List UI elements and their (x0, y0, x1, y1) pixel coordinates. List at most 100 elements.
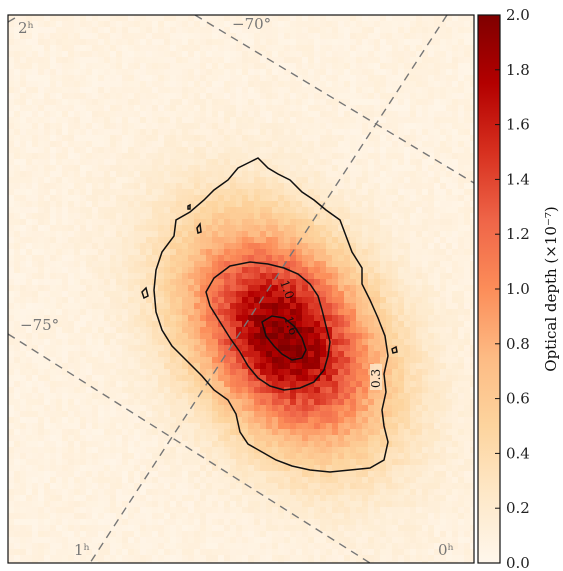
heatmap-cell (8, 189, 15, 196)
heatmap-cell (62, 27, 69, 34)
heatmap-cell (362, 75, 369, 82)
heatmap-cell (128, 99, 135, 106)
heatmap-cell (368, 339, 375, 346)
heatmap-cell (272, 51, 279, 58)
heatmap-cell (404, 15, 411, 22)
heatmap-cell (248, 315, 255, 322)
heatmap-cell (110, 201, 117, 208)
heatmap-cell (212, 255, 219, 262)
heatmap-cell (182, 351, 189, 358)
heatmap-cell (440, 63, 447, 70)
heatmap-cell (236, 189, 243, 196)
heatmap-cell (326, 219, 333, 226)
heatmap-cell (314, 195, 321, 202)
heatmap-cell (470, 123, 474, 130)
heatmap-cell (116, 351, 123, 358)
heatmap-cell (398, 111, 405, 118)
heatmap-cell (134, 105, 141, 112)
heatmap-cell (302, 111, 309, 118)
heatmap-cell (68, 357, 75, 364)
heatmap-cell (218, 81, 225, 88)
heatmap-cell (464, 339, 471, 346)
heatmap-cell (74, 105, 81, 112)
heatmap-cell (158, 339, 165, 346)
heatmap-cell (320, 15, 327, 22)
heatmap-cell (26, 279, 33, 286)
heatmap-cell (332, 279, 339, 286)
heatmap-cell (176, 291, 183, 298)
heatmap-cell (86, 315, 93, 322)
heatmap-cell (98, 219, 105, 226)
heatmap-cell (26, 195, 33, 202)
heatmap-cell (302, 285, 309, 292)
heatmap-cell (386, 369, 393, 376)
heatmap-cell (260, 165, 267, 172)
heatmap-cell (428, 117, 435, 124)
heatmap-cell (194, 51, 201, 58)
heatmap-cell (92, 183, 99, 190)
heatmap-cell (248, 393, 255, 400)
heatmap-cell (416, 375, 423, 382)
heatmap-cell (272, 267, 279, 274)
heatmap-cell (266, 327, 273, 334)
heatmap-cell (14, 69, 21, 76)
heatmap-cell (350, 39, 357, 46)
heatmap-cell (284, 15, 291, 22)
heatmap-cell (446, 243, 453, 250)
heatmap-cell (158, 153, 165, 160)
heatmap-cell (80, 75, 87, 82)
heatmap-cell (224, 75, 231, 82)
heatmap-cell (422, 303, 429, 310)
heatmap-cell (80, 333, 87, 340)
heatmap-cell (296, 15, 303, 22)
heatmap-cell (326, 117, 333, 124)
heatmap-cell (386, 393, 393, 400)
heatmap-cell (458, 261, 465, 268)
heatmap-cell (224, 141, 231, 148)
heatmap-cell (50, 33, 57, 40)
heatmap-cell (68, 45, 75, 52)
heatmap-cell (362, 243, 369, 250)
heatmap-cell (362, 45, 369, 52)
heatmap-cell (446, 237, 453, 244)
heatmap-cell (362, 159, 369, 166)
heatmap-cell (98, 285, 105, 292)
heatmap-cell (140, 267, 147, 274)
heatmap-cell (230, 285, 237, 292)
heatmap-cell (434, 93, 441, 100)
heatmap-cell (170, 21, 177, 28)
heatmap-cell (176, 81, 183, 88)
heatmap-cell (422, 171, 429, 178)
heatmap-cell (80, 129, 87, 136)
heatmap-cell (374, 183, 381, 190)
heatmap-cell (242, 81, 249, 88)
heatmap-cell (188, 267, 195, 274)
heatmap-cell (326, 147, 333, 154)
heatmap-cell (32, 165, 39, 172)
heatmap-cell (194, 21, 201, 28)
heatmap-cell (242, 177, 249, 184)
heatmap-cell (56, 333, 63, 340)
heatmap-cell (380, 33, 387, 40)
heatmap-cell (392, 327, 399, 334)
heatmap-cell (80, 201, 87, 208)
heatmap-cell (200, 63, 207, 70)
heatmap-cell (374, 297, 381, 304)
heatmap-cell (128, 141, 135, 148)
heatmap-cell (200, 393, 207, 400)
heatmap-cell (140, 27, 147, 34)
heatmap-cell (380, 369, 387, 376)
heatmap-cell (74, 363, 81, 370)
heatmap-cell (188, 153, 195, 160)
heatmap-cell (458, 351, 465, 358)
heatmap-cell (338, 27, 345, 34)
heatmap-cell (8, 195, 15, 202)
heatmap-cell (278, 147, 285, 154)
heatmap-cell (44, 321, 51, 328)
heatmap-cell (74, 273, 81, 280)
heatmap-cell (74, 327, 81, 334)
heatmap-cell (458, 189, 465, 196)
heatmap-cell (218, 57, 225, 64)
heatmap-cell (14, 255, 21, 262)
heatmap-cell (134, 315, 141, 322)
